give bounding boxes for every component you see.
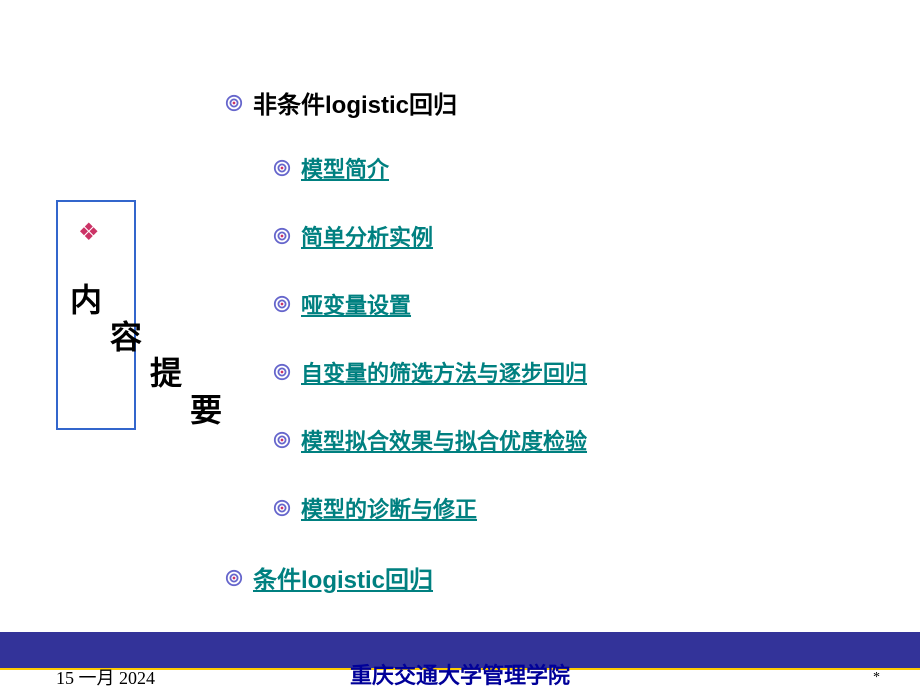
link-item-3[interactable]: 哑变量设置: [301, 288, 411, 320]
heading-item-2: 条件logistic回归: [225, 560, 587, 595]
sidebar-char-3: 提: [150, 348, 182, 394]
link-item-1[interactable]: 模型简介: [301, 152, 389, 184]
link-item-5[interactable]: 模型拟合效果与拟合优度检验: [301, 424, 587, 456]
list-item: 哑变量设置: [273, 288, 587, 320]
list-item: 模型的诊断与修正: [273, 492, 587, 524]
spiral-bullet-icon: [273, 227, 291, 245]
heading-1: 非条件logistic回归: [253, 85, 457, 120]
link-item-6[interactable]: 模型的诊断与修正: [301, 492, 477, 524]
footer-page: *: [873, 670, 880, 686]
link-item-4[interactable]: 自变量的筛选方法与逐步回归: [301, 356, 587, 388]
diamond-icon: ❖: [78, 218, 100, 247]
spiral-bullet-icon: [273, 431, 291, 449]
footer-date: 15 一月 2024: [56, 664, 155, 690]
footer-org: 重庆交通大学管理学院: [350, 658, 570, 690]
content-list: 非条件logistic回归 模型简介 简单分析实例: [225, 85, 587, 627]
list-item: 模型拟合效果与拟合优度检验: [273, 424, 587, 456]
spiral-bullet-icon: [273, 159, 291, 177]
list-item: 简单分析实例: [273, 220, 587, 252]
heading-2-link[interactable]: 条件logistic回归: [253, 560, 433, 595]
spiral-bullet-icon: [273, 363, 291, 381]
spiral-bullet-icon: [273, 295, 291, 313]
spiral-bullet-icon: [225, 569, 243, 587]
spiral-bullet-icon: [225, 94, 243, 112]
sidebar-char-4: 要: [190, 385, 222, 431]
slide: ❖ 内 容 提 要 非条件logistic回归 模型简介: [0, 0, 920, 690]
sidebar-char-2: 容: [110, 312, 142, 358]
sidebar-char-1: 内: [70, 275, 102, 321]
link-item-2[interactable]: 简单分析实例: [301, 220, 433, 252]
list-item: 自变量的筛选方法与逐步回归: [273, 356, 587, 388]
list-item: 模型简介: [273, 152, 587, 184]
heading-item-1: 非条件logistic回归: [225, 85, 587, 120]
spiral-bullet-icon: [273, 499, 291, 517]
